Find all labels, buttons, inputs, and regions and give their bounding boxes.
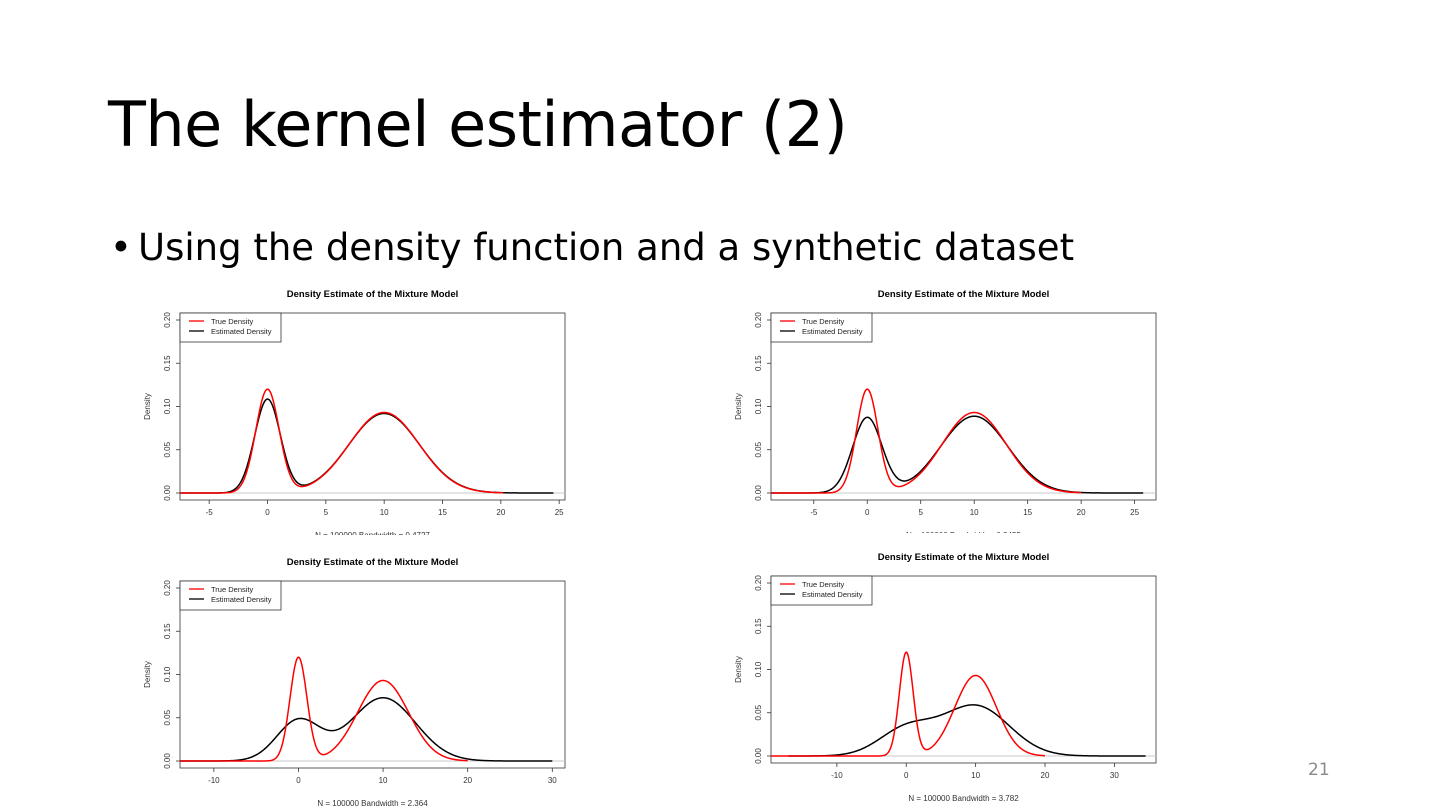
y-tick-label: 0.20 — [754, 312, 763, 328]
x-axis-label: N = 100000 Bandwidth = 0.9455 — [906, 531, 1021, 533]
y-tick-label: 0.20 — [754, 575, 763, 591]
true-density-line — [180, 656, 468, 762]
x-tick-label: 20 — [1077, 508, 1086, 517]
y-axis-label: Density — [734, 656, 743, 683]
x-tick-label: 15 — [438, 508, 447, 517]
y-tick-label: 0.15 — [754, 355, 763, 371]
x-tick-label: 30 — [548, 776, 557, 785]
x-tick-label: 15 — [1023, 508, 1032, 517]
y-tick-label: 0.15 — [163, 623, 172, 639]
chart-title: Density Estimate of the Mixture Model — [878, 289, 1050, 300]
legend-entry: Estimated Density — [211, 327, 272, 336]
x-tick-label: 0 — [296, 776, 301, 785]
x-tick-label: -5 — [810, 508, 818, 517]
x-tick-label: 10 — [971, 771, 980, 780]
x-tick-label: 0 — [904, 771, 909, 780]
y-tick-label: 0.00 — [754, 485, 763, 501]
estimated-density-line — [788, 704, 1146, 757]
x-tick-label: -10 — [831, 771, 843, 780]
y-tick-label: 0.00 — [163, 753, 172, 769]
bullet-item: • Using the density function and a synthe… — [110, 226, 1074, 269]
page-number: 21 — [1308, 760, 1330, 780]
true-density-line — [180, 388, 504, 494]
density-chart-3: Density Estimate of the Mixture Model -10… — [143, 557, 566, 808]
y-tick-label: 0.10 — [754, 661, 763, 677]
x-tick-label: 20 — [463, 776, 472, 785]
estimated-density-line — [771, 415, 1144, 494]
y-tick-label: 0.05 — [754, 704, 763, 720]
x-tick-label: 10 — [380, 508, 389, 517]
x-tick-label: 10 — [970, 508, 979, 517]
x-tick-label: 20 — [496, 508, 505, 517]
estimated-density-line — [180, 398, 554, 494]
bullet-marker: • — [110, 226, 132, 269]
y-axis-label: Density — [734, 393, 743, 420]
x-axis-label: N = 100000 Bandwidth = 0.4727 — [315, 531, 430, 535]
legend-entry: Estimated Density — [802, 327, 863, 336]
density-chart-1: Density Estimate of the Mixture Model -5 0… — [143, 289, 566, 535]
slide-title: The kernel estimator (2) — [108, 88, 848, 161]
y-axis-label: Density — [143, 661, 152, 688]
y-tick-label: 0.20 — [163, 580, 172, 596]
y-axis-label: Density — [143, 393, 152, 420]
legend-box — [770, 575, 873, 606]
x-axis-label: N = 100000 Bandwidth = 3.782 — [908, 794, 1019, 803]
x-tick-label: -5 — [206, 508, 214, 517]
bullet-text: Using the density function and a synthet… — [138, 226, 1075, 269]
x-tick-label: 20 — [1041, 771, 1050, 780]
y-tick-label: 0.00 — [163, 485, 172, 501]
legend-entry: Estimated Density — [802, 590, 863, 599]
y-tick-label: 0.05 — [163, 709, 172, 725]
y-tick-label: 0.00 — [754, 748, 763, 764]
y-tick-label: 0.10 — [163, 398, 172, 414]
x-tick-label: 30 — [1110, 771, 1119, 780]
legend-entry: True Density — [802, 580, 844, 589]
x-tick-label: 5 — [918, 508, 923, 517]
y-tick-label: 0.10 — [163, 666, 172, 682]
x-tick-label: 5 — [324, 508, 329, 517]
x-tick-label: 0 — [865, 508, 870, 517]
y-tick-label: 0.15 — [163, 355, 172, 371]
x-tick-label: 10 — [379, 776, 388, 785]
true-density-line — [771, 388, 1082, 494]
y-tick-label: 0.05 — [163, 441, 172, 457]
legend-box — [770, 312, 873, 343]
x-tick-label: 25 — [555, 508, 564, 517]
legend-box — [179, 312, 282, 343]
density-chart-4: Density Estimate of the Mixture Model -10… — [734, 552, 1157, 803]
x-tick-label: 25 — [1130, 508, 1139, 517]
legend-box — [179, 580, 282, 611]
chart-title: Density Estimate of the Mixture Model — [287, 557, 459, 568]
x-tick-label: 0 — [265, 508, 270, 517]
legend-entry: True Density — [802, 317, 844, 326]
true-density-line — [771, 651, 1046, 757]
y-tick-label: 0.10 — [754, 398, 763, 414]
x-axis-label: N = 100000 Bandwidth = 2.364 — [317, 799, 428, 808]
chart-title: Density Estimate of the Mixture Model — [878, 552, 1050, 563]
y-tick-label: 0.20 — [163, 312, 172, 328]
density-chart-2: Density Estimate of the Mixture Model -5 0… — [734, 289, 1157, 533]
y-tick-label: 0.15 — [754, 618, 763, 634]
legend-entry: True Density — [211, 317, 253, 326]
chart-title: Density Estimate of the Mixture Model — [287, 289, 459, 300]
legend-entry: Estimated Density — [211, 595, 272, 604]
legend-entry: True Density — [211, 585, 253, 594]
y-tick-label: 0.05 — [754, 441, 763, 457]
estimated-density-line — [180, 696, 553, 762]
x-tick-label: -10 — [208, 776, 220, 785]
